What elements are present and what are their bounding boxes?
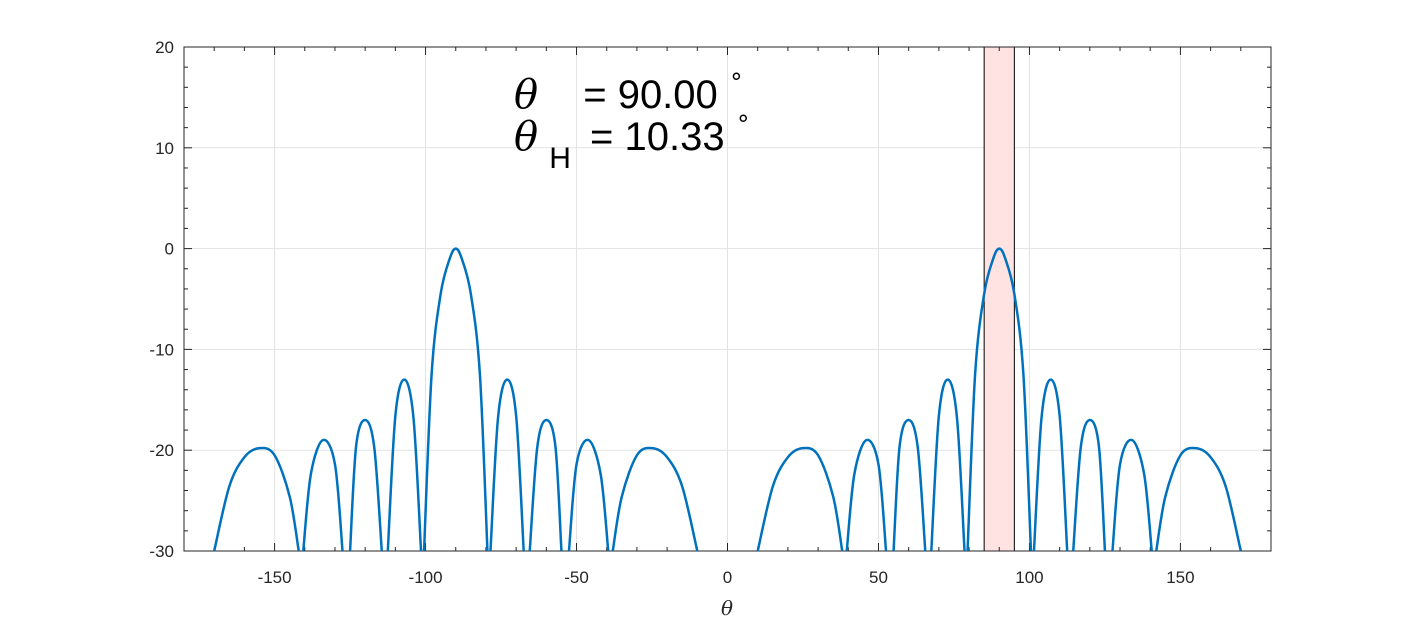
x-tick-label: -100 bbox=[409, 568, 443, 587]
pattern-lobe bbox=[386, 378, 423, 552]
y-tick-label: -30 bbox=[149, 542, 174, 561]
x-tick-label: 150 bbox=[1166, 568, 1194, 587]
x-tick-label: 50 bbox=[869, 568, 888, 587]
subscript-h: H bbox=[549, 142, 571, 175]
y-tick-label: 20 bbox=[155, 38, 174, 57]
y-tick-label: 10 bbox=[155, 139, 174, 158]
pattern-lobe bbox=[1111, 438, 1153, 552]
x-tick-label: 0 bbox=[723, 568, 732, 587]
pattern-lobe bbox=[966, 247, 1033, 552]
highlight-region bbox=[983, 46, 1015, 552]
x-tick-label: -150 bbox=[258, 568, 292, 587]
annotation-line-2: θ H = 10.33 ∘ bbox=[514, 105, 751, 177]
y-tick-label: -10 bbox=[149, 340, 174, 359]
pattern-lobe bbox=[756, 446, 844, 552]
pattern-lobe bbox=[930, 378, 966, 552]
beamwidth-value: = 10.33 bbox=[590, 115, 725, 159]
pattern-lobe bbox=[1155, 446, 1243, 552]
pattern-lobe bbox=[845, 438, 888, 552]
pattern-lobe bbox=[489, 378, 525, 552]
y-tick-label: 0 bbox=[165, 240, 174, 259]
x-tick-label: 100 bbox=[1015, 568, 1043, 587]
annotation-line-1: θ = 90.00 ∘ bbox=[514, 63, 744, 118]
pattern-lobe bbox=[528, 418, 563, 552]
steering-angle-value: = 90.00 bbox=[583, 73, 718, 117]
annotation: θ = 90.00 ∘ θ H = 10.33 ∘ bbox=[514, 63, 751, 177]
x-tick-label: -50 bbox=[564, 568, 589, 587]
theta-symbol: θ bbox=[514, 72, 538, 118]
degree-symbol: ∘ bbox=[736, 105, 751, 132]
degree-symbol: ∘ bbox=[729, 63, 744, 90]
theta-symbol: θ bbox=[514, 114, 538, 160]
pattern-lobe bbox=[611, 446, 699, 552]
y-tick-label: -20 bbox=[149, 441, 174, 460]
x-axis-label: θ bbox=[721, 596, 733, 620]
pattern-lobe bbox=[567, 438, 610, 552]
pattern-lobe bbox=[212, 446, 300, 552]
pattern-lobe bbox=[302, 438, 344, 552]
pattern-lobe bbox=[892, 418, 927, 552]
highlight-rect bbox=[983, 46, 1015, 552]
pattern-lobe bbox=[1071, 418, 1107, 552]
ticks bbox=[184, 46, 1271, 552]
series-lines bbox=[212, 247, 1243, 552]
pattern-lobe bbox=[348, 418, 384, 552]
pattern-lobe bbox=[1032, 378, 1069, 552]
pattern-lobe bbox=[422, 247, 489, 552]
